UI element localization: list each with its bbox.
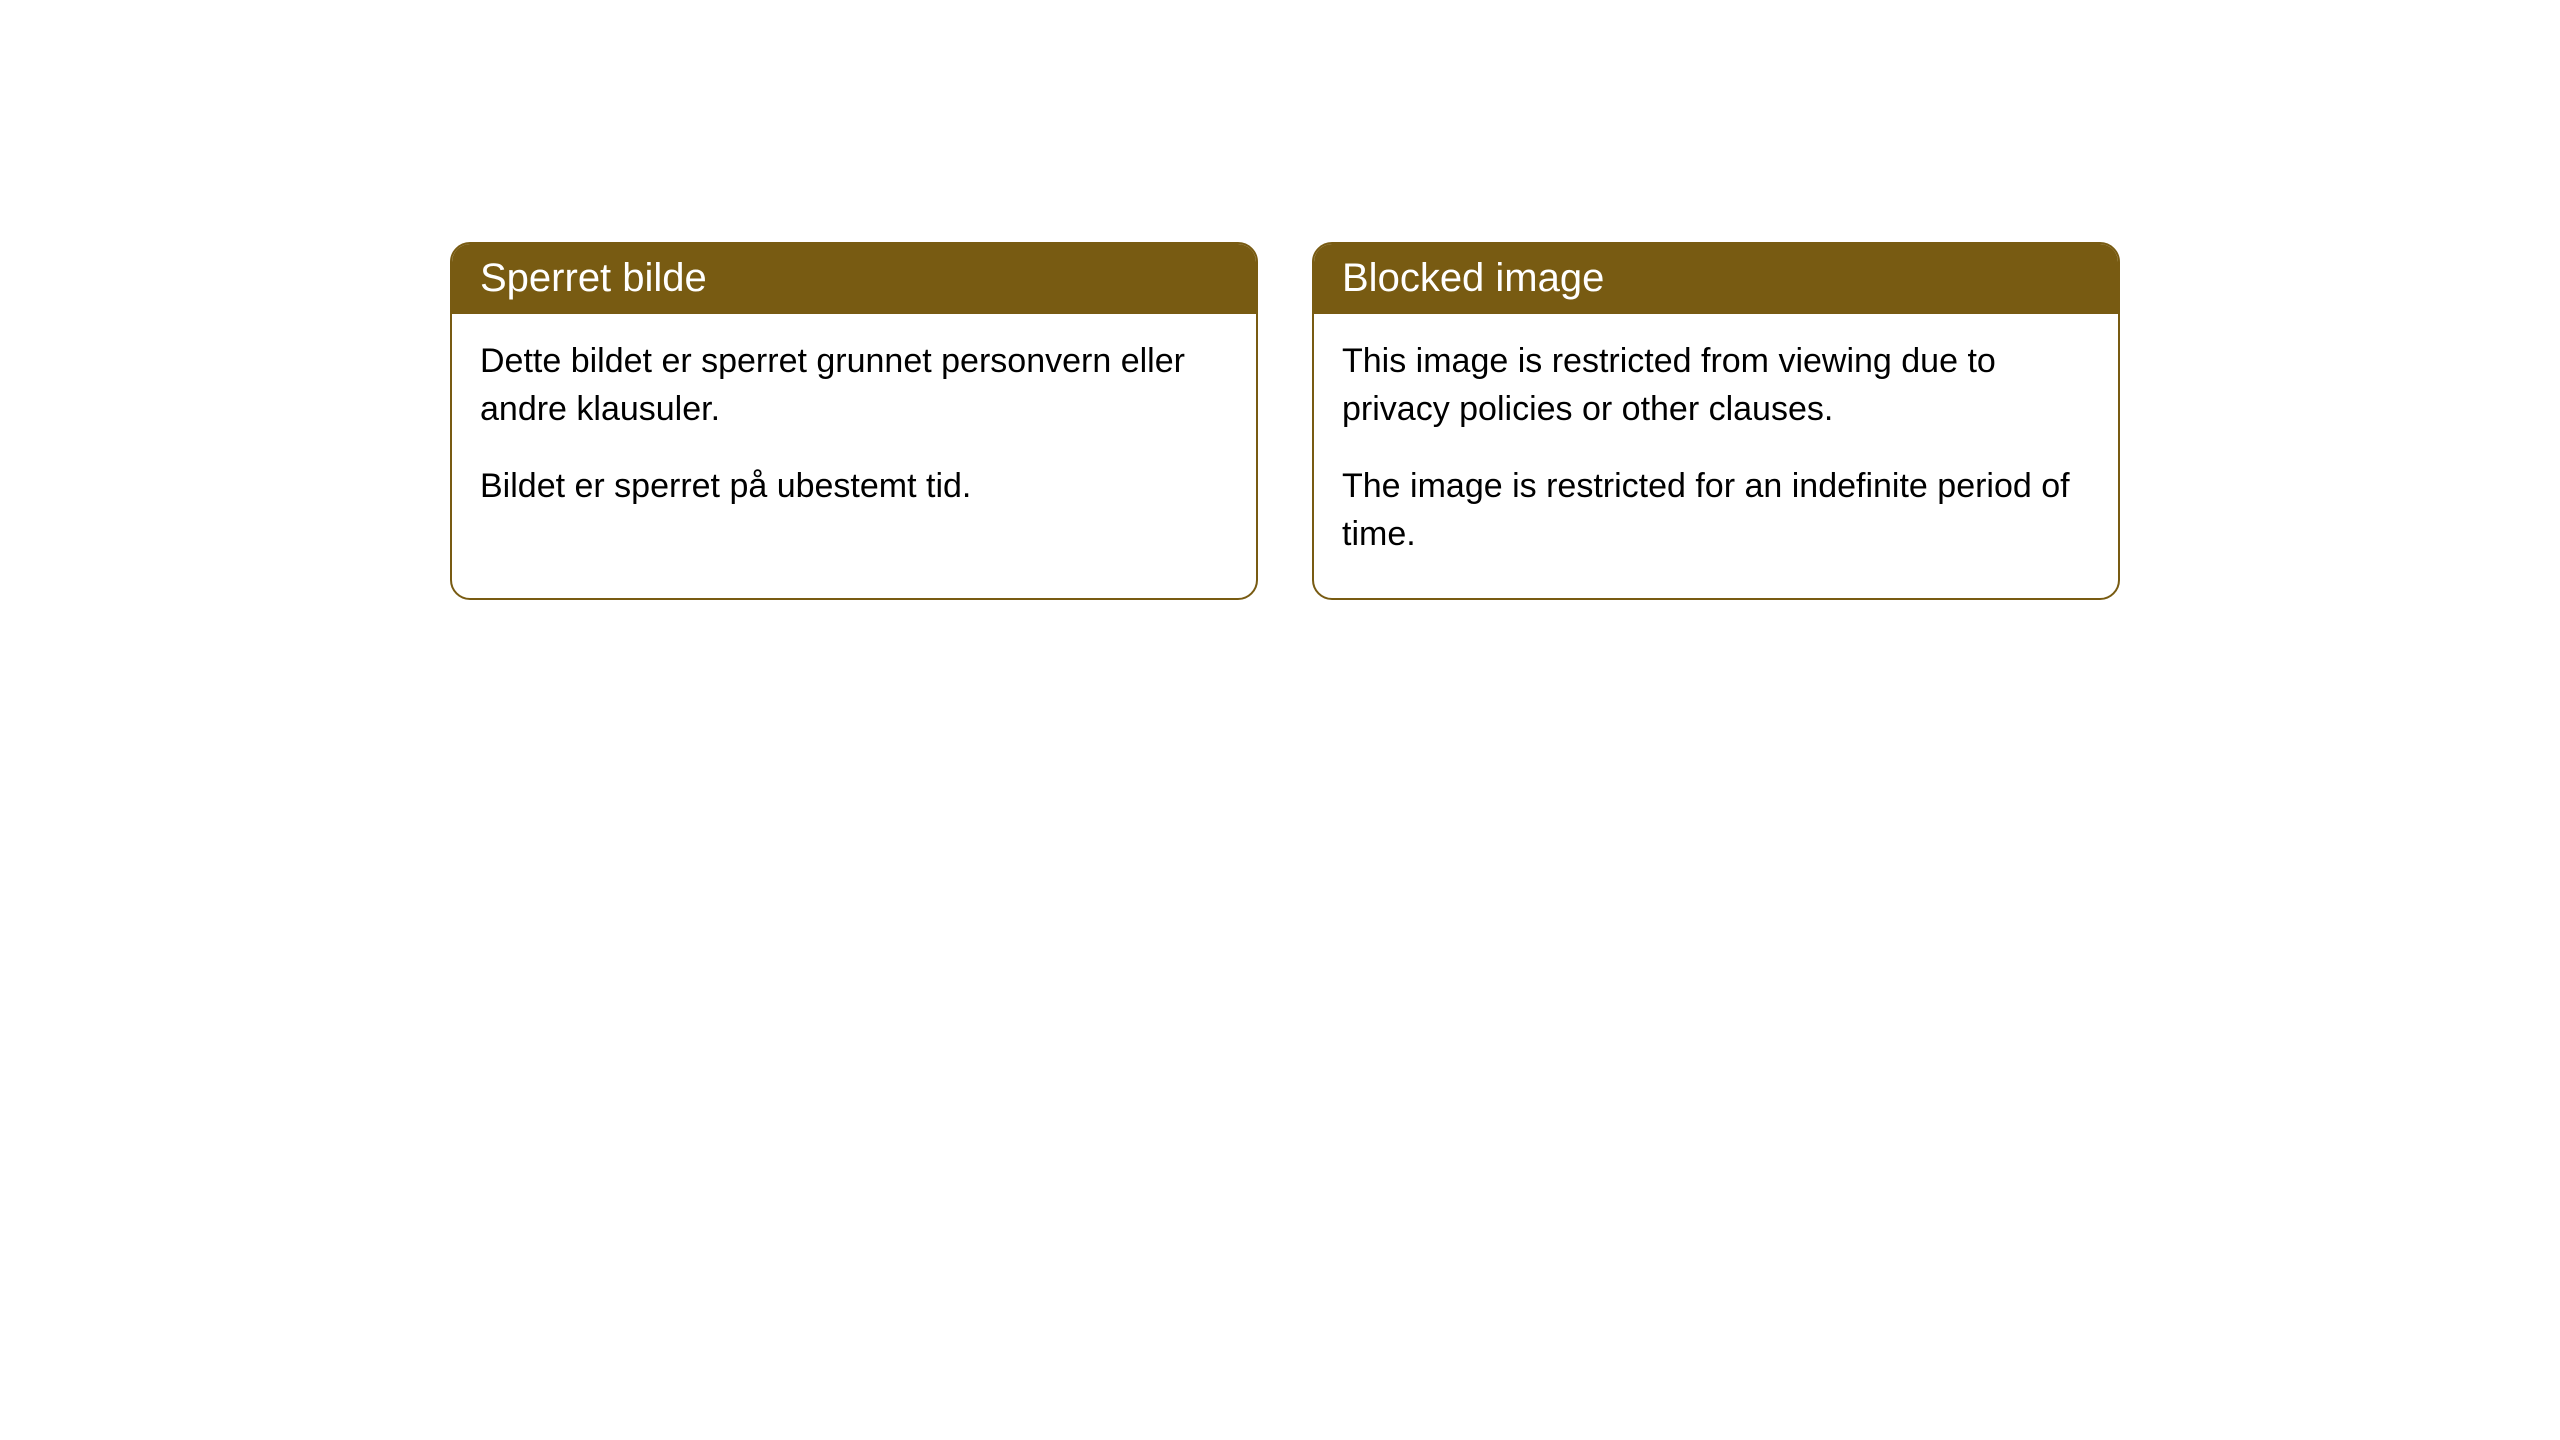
notice-cards-container: Sperret bilde Dette bildet er sperret gr…	[450, 242, 2120, 600]
card-body: This image is restricted from viewing du…	[1314, 314, 2118, 598]
card-paragraph: Bildet er sperret på ubestemt tid.	[480, 463, 1228, 511]
notice-card-english: Blocked image This image is restricted f…	[1312, 242, 2120, 600]
card-body: Dette bildet er sperret grunnet personve…	[452, 314, 1256, 551]
card-header: Blocked image	[1314, 244, 2118, 314]
notice-card-norwegian: Sperret bilde Dette bildet er sperret gr…	[450, 242, 1258, 600]
card-title: Blocked image	[1342, 256, 1604, 300]
card-header: Sperret bilde	[452, 244, 1256, 314]
card-paragraph: Dette bildet er sperret grunnet personve…	[480, 338, 1228, 433]
card-paragraph: This image is restricted from viewing du…	[1342, 338, 2090, 433]
card-paragraph: The image is restricted for an indefinit…	[1342, 463, 2090, 558]
card-title: Sperret bilde	[480, 256, 707, 300]
